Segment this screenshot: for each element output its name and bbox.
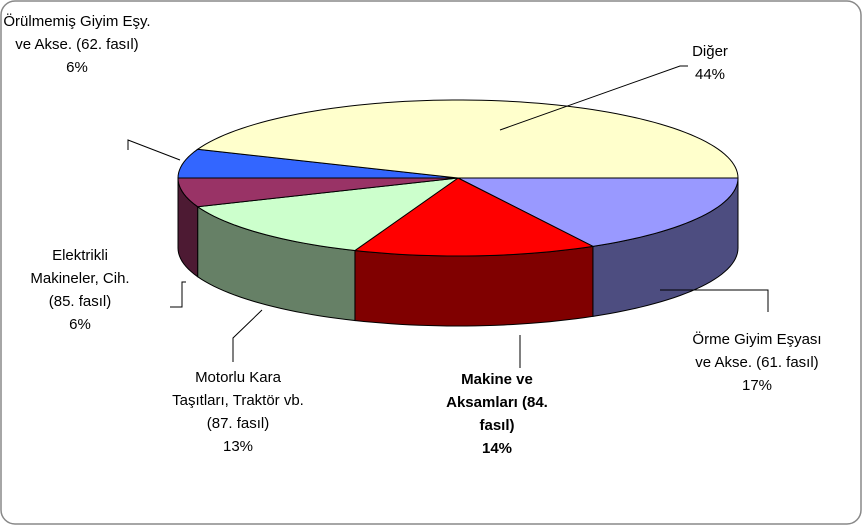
label-value: 44% bbox=[694, 66, 726, 83]
label-value: 17% bbox=[741, 377, 773, 394]
slice bbox=[353, 177, 595, 257]
label-name: Diğer bbox=[692, 43, 728, 60]
slice bbox=[196, 99, 739, 179]
data-label: Motorlu Kara Taşıtları, Traktör vb. (87.… bbox=[168, 366, 308, 458]
label-name: Örülmemiş Giyim Eşy. ve Akse. (62. fasıl… bbox=[3, 13, 151, 53]
slice bbox=[177, 148, 459, 179]
data-label: Diğer 44% bbox=[670, 40, 750, 86]
data-label: Örülmemiş Giyim Eşy. ve Akse. (62. fasıl… bbox=[2, 10, 152, 79]
data-label: Makine ve Aksamları (84. fasıl) 14% bbox=[437, 368, 557, 460]
leader-line bbox=[499, 65, 688, 131]
data-label: Örme Giyim Eşyası ve Akse. (61. fasıl) 17… bbox=[687, 328, 827, 397]
label-value: 13% bbox=[222, 438, 254, 455]
leader-line bbox=[127, 139, 181, 161]
pie bbox=[177, 99, 739, 327]
label-value: 6% bbox=[66, 59, 88, 76]
label-name: Elektrikli Makineler, Cih. (85. fasıl) bbox=[30, 247, 130, 310]
slice bbox=[177, 177, 459, 208]
slice-side bbox=[354, 245, 594, 327]
label-name: Motorlu Kara Taşıtları, Traktör vb. (87.… bbox=[172, 369, 304, 432]
leader-line bbox=[660, 289, 769, 312]
label-name: Örme Giyim Eşyası ve Akse. (61. fasıl) bbox=[692, 331, 822, 371]
leader-lines bbox=[127, 65, 769, 368]
label-name: Makine ve Aksamları (84. fasıl) bbox=[446, 371, 548, 434]
label-value: 14% bbox=[481, 440, 513, 457]
label-value: 6% bbox=[69, 316, 91, 333]
slice bbox=[457, 177, 739, 247]
leader-line bbox=[170, 281, 186, 308]
data-label: Elektrikli Makineler, Cih. (85. fasıl) 6% bbox=[25, 244, 135, 336]
leader-line bbox=[232, 309, 263, 362]
slice bbox=[196, 177, 459, 252]
